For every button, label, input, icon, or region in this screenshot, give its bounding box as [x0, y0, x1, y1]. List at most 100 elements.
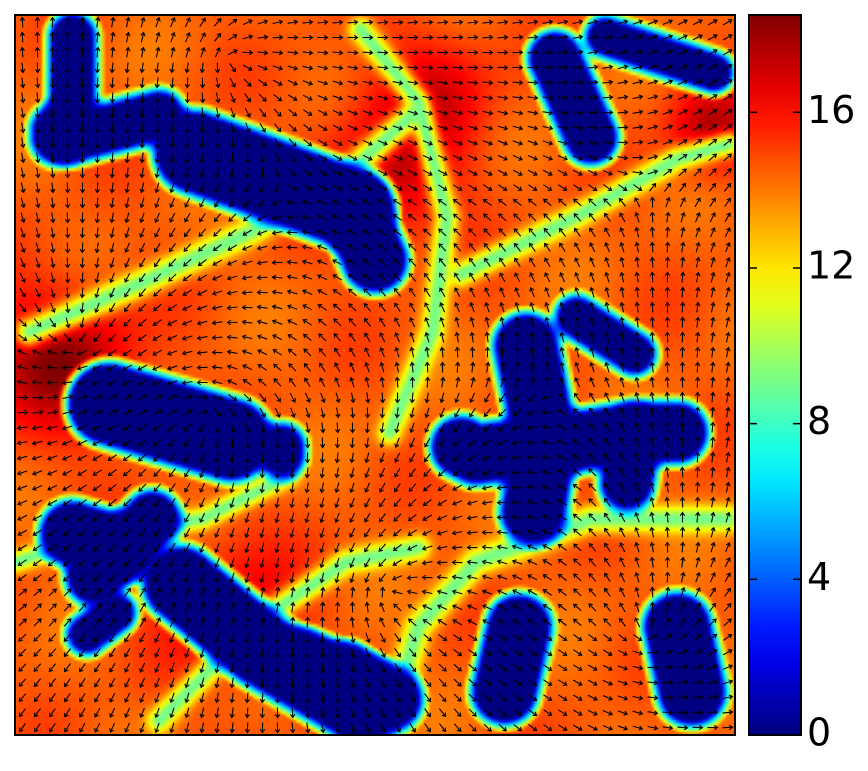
quiver-arrow	[423, 648, 432, 657]
quiver-arrow	[184, 527, 191, 538]
quiver-arrow	[20, 152, 26, 164]
quiver-arrow	[364, 361, 370, 373]
quiver-arrow	[245, 586, 251, 598]
quiver-arrow	[512, 154, 523, 161]
quiver-arrow	[302, 65, 314, 71]
quiver-arrow	[290, 407, 296, 418]
quiver-arrow	[409, 437, 416, 448]
quiver-arrow	[377, 154, 388, 161]
quiver-arrow	[423, 272, 431, 282]
quiver-arrow	[664, 182, 672, 192]
quiver-arrow	[289, 467, 296, 479]
quiver-arrow	[258, 393, 267, 403]
quiver-arrow	[632, 695, 644, 701]
quiver-arrow	[50, 137, 56, 149]
quiver-arrow	[467, 64, 479, 71]
quiver-arrow	[169, 212, 176, 223]
quiver-arrow	[199, 17, 206, 27]
quiver-arrow	[394, 692, 401, 703]
quiver-arrow	[302, 80, 314, 86]
quiver-arrow	[31, 484, 43, 491]
quiver-arrow	[304, 647, 311, 659]
quiver-arrow	[242, 34, 254, 40]
quiver-arrow	[481, 500, 493, 506]
quiver-arrow	[124, 107, 131, 119]
quiver-arrow	[680, 586, 686, 598]
quiver-arrow	[679, 301, 686, 313]
quiver-arrow	[482, 49, 494, 56]
quiver-arrow	[230, 586, 236, 598]
quiver-arrow	[364, 528, 371, 538]
quiver-arrow	[334, 557, 340, 569]
quiver-arrow	[347, 95, 359, 101]
quiver-arrow	[677, 709, 689, 716]
quiver-arrow	[20, 77, 26, 89]
quiver-arrow	[259, 632, 265, 644]
quiver-arrow	[259, 572, 265, 584]
quiver-arrow	[619, 286, 625, 298]
quiver-arrow	[422, 49, 434, 56]
quiver-arrow	[214, 482, 220, 494]
quiver-arrow	[199, 482, 206, 493]
quiver-arrow	[634, 511, 640, 523]
quiver-arrow	[406, 589, 418, 595]
quiver-arrow	[334, 467, 340, 479]
quiver-arrow	[454, 272, 461, 282]
quiver-arrow	[170, 46, 176, 58]
quiver-arrow	[466, 515, 478, 521]
quiver-arrow	[272, 334, 283, 341]
quiver-arrow	[679, 421, 686, 433]
quiver-arrow	[349, 497, 355, 509]
quiver-arrow	[544, 331, 550, 343]
quiver-arrow	[407, 228, 417, 237]
quiver-arrow	[664, 541, 671, 553]
quiver-arrow	[543, 679, 553, 686]
quiver-arrow	[557, 155, 568, 161]
quiver-arrow	[50, 167, 56, 179]
quiver-arrow	[78, 588, 87, 597]
quiver-arrow	[244, 512, 250, 524]
quiver-arrow	[589, 256, 596, 268]
quiver-arrow	[725, 466, 731, 478]
quiver-arrow	[482, 198, 492, 207]
quiver-arrow	[725, 331, 731, 343]
quiver-arrow	[617, 109, 629, 115]
quiver-arrow	[572, 94, 584, 101]
quiver-arrow	[679, 617, 687, 627]
quiver-arrow	[62, 469, 73, 476]
quiver-arrow	[392, 243, 402, 252]
quiver-arrow	[379, 662, 386, 673]
quiver-arrow	[677, 724, 689, 731]
quiver-arrow	[64, 31, 71, 43]
quiver-arrow	[244, 722, 251, 734]
quiver-arrow	[365, 662, 371, 674]
quiver-arrow	[437, 125, 449, 131]
quiver-arrow	[227, 49, 238, 56]
quiver-arrow	[32, 394, 44, 401]
quiver-arrow	[63, 573, 72, 582]
quiver-arrow	[94, 617, 102, 627]
quiver-arrow	[260, 586, 266, 598]
quiver-arrow	[514, 346, 521, 358]
quiver-arrow	[196, 320, 208, 326]
quiver-arrow	[587, 19, 599, 25]
quiver-arrow	[679, 481, 686, 493]
quiver-arrow	[215, 92, 221, 104]
quiver-arrow	[18, 334, 28, 341]
quiver-arrow	[662, 64, 674, 70]
quiver-arrow	[393, 513, 402, 522]
quiver-arrow	[407, 49, 419, 56]
quiver-arrow	[543, 634, 553, 641]
quiver-arrow	[692, 94, 703, 101]
quiver-arrow	[604, 392, 611, 403]
quiver-arrow	[452, 453, 462, 462]
quiver-arrow	[725, 451, 731, 463]
quiver-arrow	[634, 541, 640, 553]
quiver-arrow	[709, 602, 717, 612]
quiver-arrow	[544, 242, 551, 252]
quiver-arrow	[229, 647, 235, 659]
quiver-arrow	[677, 34, 688, 41]
quiver-arrow	[393, 603, 402, 612]
quiver-arrow	[724, 212, 731, 223]
quiver-arrow	[169, 632, 176, 644]
